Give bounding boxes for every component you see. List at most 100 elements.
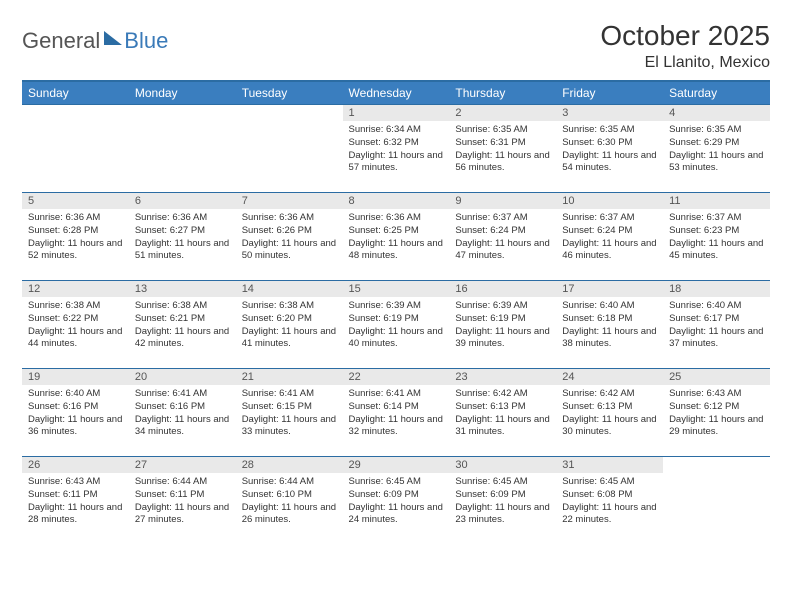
calendar-day-cell xyxy=(663,457,770,545)
day-number: 30 xyxy=(449,457,556,473)
day-details: Sunrise: 6:40 AMSunset: 6:16 PMDaylight:… xyxy=(22,385,129,443)
day-number: 18 xyxy=(663,281,770,297)
calendar-day-cell: 18Sunrise: 6:40 AMSunset: 6:17 PMDayligh… xyxy=(663,281,770,369)
calendar-day-cell: 29Sunrise: 6:45 AMSunset: 6:09 PMDayligh… xyxy=(343,457,450,545)
calendar-day-cell xyxy=(236,105,343,193)
calendar-day-cell: 5Sunrise: 6:36 AMSunset: 6:28 PMDaylight… xyxy=(22,193,129,281)
weekday-header: Wednesday xyxy=(343,81,450,105)
day-details: Sunrise: 6:39 AMSunset: 6:19 PMDaylight:… xyxy=(343,297,450,355)
calendar-day-cell xyxy=(22,105,129,193)
day-details: Sunrise: 6:34 AMSunset: 6:32 PMDaylight:… xyxy=(343,121,450,179)
day-number: 17 xyxy=(556,281,663,297)
calendar-table: SundayMondayTuesdayWednesdayThursdayFrid… xyxy=(22,80,770,545)
calendar-day-cell: 11Sunrise: 6:37 AMSunset: 6:23 PMDayligh… xyxy=(663,193,770,281)
calendar-week-row: 19Sunrise: 6:40 AMSunset: 6:16 PMDayligh… xyxy=(22,369,770,457)
day-details: Sunrise: 6:45 AMSunset: 6:09 PMDaylight:… xyxy=(343,473,450,531)
day-details: Sunrise: 6:42 AMSunset: 6:13 PMDaylight:… xyxy=(556,385,663,443)
day-details: Sunrise: 6:38 AMSunset: 6:22 PMDaylight:… xyxy=(22,297,129,355)
day-number: 27 xyxy=(129,457,236,473)
day-details: Sunrise: 6:37 AMSunset: 6:24 PMDaylight:… xyxy=(556,209,663,267)
day-details: Sunrise: 6:41 AMSunset: 6:15 PMDaylight:… xyxy=(236,385,343,443)
day-details: Sunrise: 6:44 AMSunset: 6:11 PMDaylight:… xyxy=(129,473,236,531)
day-number: 21 xyxy=(236,369,343,385)
calendar-day-cell: 28Sunrise: 6:44 AMSunset: 6:10 PMDayligh… xyxy=(236,457,343,545)
title-block: October 2025 El Llanito, Mexico xyxy=(600,20,770,72)
calendar-day-cell: 23Sunrise: 6:42 AMSunset: 6:13 PMDayligh… xyxy=(449,369,556,457)
day-number: 7 xyxy=(236,193,343,209)
calendar-day-cell: 25Sunrise: 6:43 AMSunset: 6:12 PMDayligh… xyxy=(663,369,770,457)
brand-text-2: Blue xyxy=(124,28,168,54)
brand-triangle-icon xyxy=(104,31,122,45)
calendar-day-cell: 14Sunrise: 6:38 AMSunset: 6:20 PMDayligh… xyxy=(236,281,343,369)
day-number: 10 xyxy=(556,193,663,209)
day-number: 3 xyxy=(556,105,663,121)
day-details: Sunrise: 6:43 AMSunset: 6:12 PMDaylight:… xyxy=(663,385,770,443)
day-details: Sunrise: 6:39 AMSunset: 6:19 PMDaylight:… xyxy=(449,297,556,355)
calendar-day-cell: 19Sunrise: 6:40 AMSunset: 6:16 PMDayligh… xyxy=(22,369,129,457)
day-number: 1 xyxy=(343,105,450,121)
calendar-week-row: 26Sunrise: 6:43 AMSunset: 6:11 PMDayligh… xyxy=(22,457,770,545)
day-number: 11 xyxy=(663,193,770,209)
weekday-header: Thursday xyxy=(449,81,556,105)
weekday-header: Saturday xyxy=(663,81,770,105)
day-details: Sunrise: 6:40 AMSunset: 6:18 PMDaylight:… xyxy=(556,297,663,355)
day-details: Sunrise: 6:37 AMSunset: 6:23 PMDaylight:… xyxy=(663,209,770,267)
day-details: Sunrise: 6:41 AMSunset: 6:16 PMDaylight:… xyxy=(129,385,236,443)
calendar-day-cell: 3Sunrise: 6:35 AMSunset: 6:30 PMDaylight… xyxy=(556,105,663,193)
day-number: 23 xyxy=(449,369,556,385)
day-details: Sunrise: 6:45 AMSunset: 6:08 PMDaylight:… xyxy=(556,473,663,531)
day-details: Sunrise: 6:40 AMSunset: 6:17 PMDaylight:… xyxy=(663,297,770,355)
calendar-day-cell: 16Sunrise: 6:39 AMSunset: 6:19 PMDayligh… xyxy=(449,281,556,369)
calendar-day-cell: 24Sunrise: 6:42 AMSunset: 6:13 PMDayligh… xyxy=(556,369,663,457)
day-details: Sunrise: 6:36 AMSunset: 6:28 PMDaylight:… xyxy=(22,209,129,267)
calendar-day-cell: 6Sunrise: 6:36 AMSunset: 6:27 PMDaylight… xyxy=(129,193,236,281)
day-number: 13 xyxy=(129,281,236,297)
day-number: 8 xyxy=(343,193,450,209)
brand-text-1: General xyxy=(22,28,100,54)
page-title: October 2025 xyxy=(600,20,770,52)
calendar-day-cell: 26Sunrise: 6:43 AMSunset: 6:11 PMDayligh… xyxy=(22,457,129,545)
day-number: 14 xyxy=(236,281,343,297)
day-details: Sunrise: 6:36 AMSunset: 6:25 PMDaylight:… xyxy=(343,209,450,267)
calendar-day-cell: 21Sunrise: 6:41 AMSunset: 6:15 PMDayligh… xyxy=(236,369,343,457)
day-details: Sunrise: 6:37 AMSunset: 6:24 PMDaylight:… xyxy=(449,209,556,267)
calendar-day-cell xyxy=(129,105,236,193)
calendar-day-cell: 31Sunrise: 6:45 AMSunset: 6:08 PMDayligh… xyxy=(556,457,663,545)
calendar-day-cell: 13Sunrise: 6:38 AMSunset: 6:21 PMDayligh… xyxy=(129,281,236,369)
day-details: Sunrise: 6:38 AMSunset: 6:21 PMDaylight:… xyxy=(129,297,236,355)
calendar-day-cell: 30Sunrise: 6:45 AMSunset: 6:09 PMDayligh… xyxy=(449,457,556,545)
day-details: Sunrise: 6:42 AMSunset: 6:13 PMDaylight:… xyxy=(449,385,556,443)
calendar-day-cell: 1Sunrise: 6:34 AMSunset: 6:32 PMDaylight… xyxy=(343,105,450,193)
day-number: 31 xyxy=(556,457,663,473)
calendar-day-cell: 20Sunrise: 6:41 AMSunset: 6:16 PMDayligh… xyxy=(129,369,236,457)
day-number: 20 xyxy=(129,369,236,385)
calendar-day-cell: 22Sunrise: 6:41 AMSunset: 6:14 PMDayligh… xyxy=(343,369,450,457)
day-number: 29 xyxy=(343,457,450,473)
calendar-day-cell: 27Sunrise: 6:44 AMSunset: 6:11 PMDayligh… xyxy=(129,457,236,545)
day-details: Sunrise: 6:35 AMSunset: 6:29 PMDaylight:… xyxy=(663,121,770,179)
calendar-day-cell: 9Sunrise: 6:37 AMSunset: 6:24 PMDaylight… xyxy=(449,193,556,281)
day-number: 26 xyxy=(22,457,129,473)
calendar-week-row: 1Sunrise: 6:34 AMSunset: 6:32 PMDaylight… xyxy=(22,105,770,193)
day-number: 24 xyxy=(556,369,663,385)
calendar-day-cell: 17Sunrise: 6:40 AMSunset: 6:18 PMDayligh… xyxy=(556,281,663,369)
location-label: El Llanito, Mexico xyxy=(600,54,770,72)
day-details: Sunrise: 6:44 AMSunset: 6:10 PMDaylight:… xyxy=(236,473,343,531)
day-details: Sunrise: 6:43 AMSunset: 6:11 PMDaylight:… xyxy=(22,473,129,531)
weekday-header: Tuesday xyxy=(236,81,343,105)
weekday-header-row: SundayMondayTuesdayWednesdayThursdayFrid… xyxy=(22,81,770,105)
day-number: 4 xyxy=(663,105,770,121)
day-details: Sunrise: 6:36 AMSunset: 6:27 PMDaylight:… xyxy=(129,209,236,267)
day-details: Sunrise: 6:38 AMSunset: 6:20 PMDaylight:… xyxy=(236,297,343,355)
day-details: Sunrise: 6:35 AMSunset: 6:30 PMDaylight:… xyxy=(556,121,663,179)
calendar-body: 1Sunrise: 6:34 AMSunset: 6:32 PMDaylight… xyxy=(22,105,770,545)
calendar-week-row: 12Sunrise: 6:38 AMSunset: 6:22 PMDayligh… xyxy=(22,281,770,369)
day-number: 5 xyxy=(22,193,129,209)
calendar-week-row: 5Sunrise: 6:36 AMSunset: 6:28 PMDaylight… xyxy=(22,193,770,281)
calendar-day-cell: 12Sunrise: 6:38 AMSunset: 6:22 PMDayligh… xyxy=(22,281,129,369)
day-number: 28 xyxy=(236,457,343,473)
calendar-day-cell: 2Sunrise: 6:35 AMSunset: 6:31 PMDaylight… xyxy=(449,105,556,193)
day-details: Sunrise: 6:35 AMSunset: 6:31 PMDaylight:… xyxy=(449,121,556,179)
day-number: 2 xyxy=(449,105,556,121)
calendar-day-cell: 15Sunrise: 6:39 AMSunset: 6:19 PMDayligh… xyxy=(343,281,450,369)
